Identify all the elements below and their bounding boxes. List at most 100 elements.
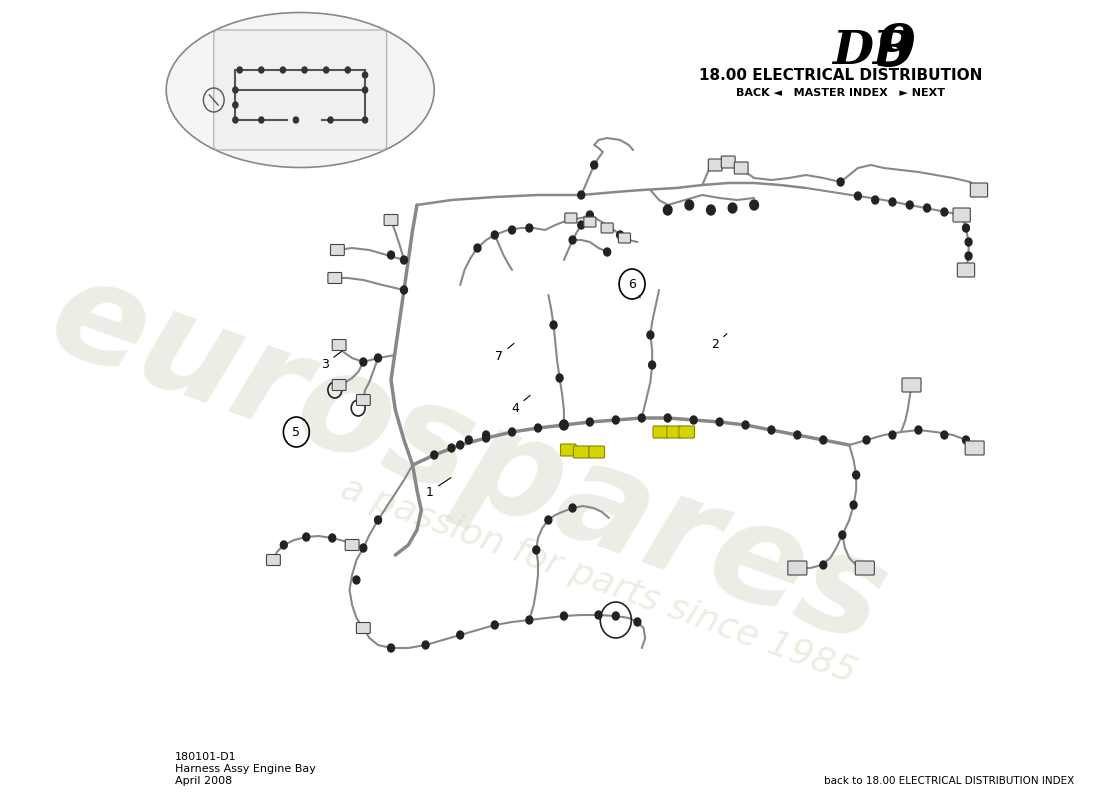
Circle shape: [233, 117, 238, 123]
FancyBboxPatch shape: [902, 378, 921, 392]
FancyBboxPatch shape: [356, 394, 371, 406]
Circle shape: [613, 612, 619, 620]
Text: eurospares: eurospares: [33, 246, 904, 674]
Circle shape: [360, 358, 366, 366]
FancyBboxPatch shape: [573, 446, 588, 458]
Circle shape: [750, 200, 759, 210]
FancyBboxPatch shape: [788, 561, 807, 575]
FancyBboxPatch shape: [965, 441, 985, 455]
Circle shape: [483, 431, 490, 439]
Circle shape: [360, 544, 366, 552]
Circle shape: [550, 321, 557, 329]
FancyBboxPatch shape: [953, 208, 970, 222]
Circle shape: [465, 436, 472, 444]
Circle shape: [233, 87, 238, 93]
Circle shape: [302, 67, 307, 73]
Circle shape: [962, 436, 969, 444]
Circle shape: [544, 516, 552, 524]
Text: 1: 1: [426, 478, 451, 498]
Circle shape: [962, 224, 969, 232]
Circle shape: [664, 414, 671, 422]
FancyBboxPatch shape: [266, 554, 280, 566]
Circle shape: [586, 418, 593, 426]
Circle shape: [400, 286, 407, 294]
Circle shape: [294, 117, 298, 123]
Circle shape: [871, 196, 879, 204]
Circle shape: [387, 251, 395, 259]
Circle shape: [924, 204, 931, 212]
Circle shape: [353, 576, 360, 584]
Circle shape: [258, 117, 264, 123]
Circle shape: [561, 421, 568, 429]
Circle shape: [617, 231, 624, 239]
Text: DB: DB: [832, 28, 913, 74]
Circle shape: [375, 354, 382, 362]
Circle shape: [233, 102, 238, 108]
FancyBboxPatch shape: [735, 162, 748, 174]
Circle shape: [663, 205, 672, 215]
FancyBboxPatch shape: [584, 217, 596, 227]
Circle shape: [839, 531, 846, 539]
Circle shape: [238, 67, 242, 73]
Circle shape: [940, 208, 948, 216]
Circle shape: [569, 236, 576, 244]
Circle shape: [965, 238, 972, 246]
Circle shape: [569, 504, 576, 512]
Text: Harness Assy Engine Bay: Harness Assy Engine Bay: [175, 764, 316, 774]
Circle shape: [526, 224, 532, 232]
Circle shape: [889, 431, 896, 439]
FancyBboxPatch shape: [722, 156, 735, 168]
Circle shape: [649, 361, 656, 369]
FancyBboxPatch shape: [601, 223, 613, 233]
FancyBboxPatch shape: [345, 539, 359, 550]
FancyBboxPatch shape: [384, 214, 398, 226]
Circle shape: [706, 205, 715, 215]
FancyBboxPatch shape: [667, 426, 682, 438]
Circle shape: [768, 426, 774, 434]
Circle shape: [400, 256, 407, 264]
FancyBboxPatch shape: [330, 245, 344, 255]
Circle shape: [474, 244, 481, 252]
Circle shape: [940, 431, 948, 439]
Circle shape: [557, 374, 563, 382]
Circle shape: [328, 117, 333, 123]
Circle shape: [595, 611, 602, 619]
Circle shape: [850, 501, 857, 509]
Text: 4: 4: [512, 395, 530, 414]
Circle shape: [456, 441, 463, 449]
Circle shape: [535, 424, 541, 432]
Circle shape: [864, 436, 870, 444]
Circle shape: [915, 426, 922, 434]
Circle shape: [906, 201, 913, 209]
Circle shape: [483, 434, 490, 442]
FancyBboxPatch shape: [653, 426, 669, 438]
Circle shape: [586, 211, 593, 219]
Circle shape: [638, 414, 646, 422]
Circle shape: [456, 631, 463, 639]
Text: 7: 7: [495, 343, 514, 362]
Circle shape: [492, 231, 498, 239]
Circle shape: [375, 516, 382, 524]
Circle shape: [508, 226, 516, 234]
Circle shape: [345, 67, 351, 73]
Circle shape: [492, 621, 498, 629]
Circle shape: [526, 616, 532, 624]
Circle shape: [448, 444, 455, 452]
Circle shape: [685, 200, 694, 210]
FancyBboxPatch shape: [957, 263, 975, 277]
FancyBboxPatch shape: [970, 183, 988, 197]
Circle shape: [363, 72, 367, 78]
FancyBboxPatch shape: [679, 426, 694, 438]
FancyBboxPatch shape: [561, 444, 576, 456]
Circle shape: [604, 248, 611, 256]
Circle shape: [363, 117, 367, 123]
Circle shape: [889, 198, 896, 206]
Text: 9: 9: [876, 22, 916, 78]
Text: BACK ◄   MASTER INDEX   ► NEXT: BACK ◄ MASTER INDEX ► NEXT: [736, 88, 945, 98]
Circle shape: [728, 203, 737, 213]
Circle shape: [820, 436, 827, 444]
Circle shape: [578, 191, 585, 199]
FancyBboxPatch shape: [356, 622, 371, 634]
Text: 6: 6: [628, 278, 640, 298]
Text: a passion for parts since 1985: a passion for parts since 1985: [337, 470, 861, 690]
